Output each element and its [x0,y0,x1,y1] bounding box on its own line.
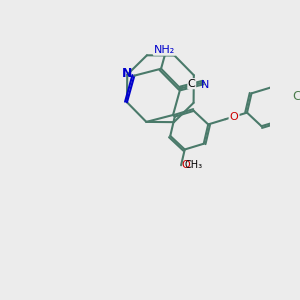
Text: CH₃: CH₃ [184,160,203,170]
Text: Cl: Cl [292,90,300,104]
Text: N: N [122,67,132,80]
Text: N: N [201,80,209,90]
Text: O: O [230,112,239,122]
Text: NH₂: NH₂ [154,45,175,55]
Text: O: O [181,160,190,170]
Text: C: C [188,79,196,89]
